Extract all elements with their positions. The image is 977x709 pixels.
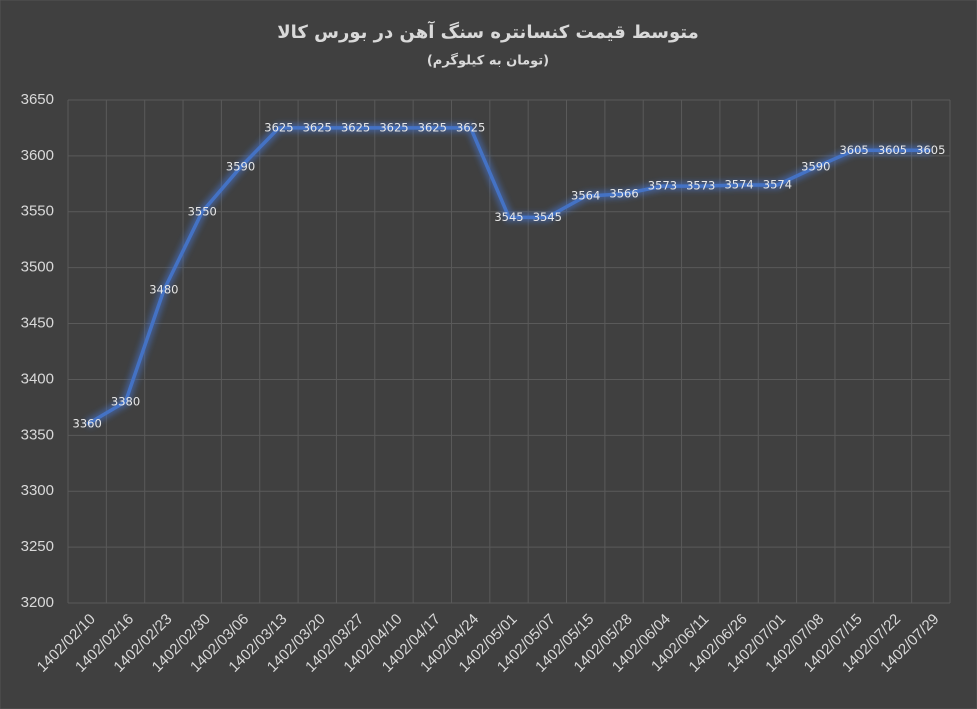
data-label: 3380 — [111, 394, 140, 408]
plot: 3360 3380 3480 3550 3590 3625 3625 3625 3625 3625… — [73, 120, 946, 430]
data-label: 3625 — [379, 120, 408, 134]
data-label: 3480 — [149, 283, 178, 297]
y-tick-label: 3400 — [21, 370, 54, 387]
data-label: 3625 — [303, 120, 332, 134]
y-tick-label: 3600 — [21, 147, 54, 164]
y-tick-label: 3550 — [21, 203, 54, 220]
data-label: 3605 — [839, 143, 868, 157]
data-label: 3625 — [456, 120, 485, 134]
data-label: 3605 — [916, 143, 945, 157]
y-tick-label: 3200 — [21, 594, 54, 611]
data-label: 3360 — [73, 417, 102, 431]
data-label: 3574 — [763, 177, 792, 191]
y-tick-label: 3250 — [21, 538, 54, 555]
data-label: 3625 — [418, 120, 447, 134]
data-label: 3590 — [801, 160, 830, 174]
data-label: 3573 — [648, 179, 677, 193]
data-label: 3564 — [571, 189, 600, 203]
chart-title: متوسط قیمت کنسانتره سنگ آهن در بورس کالا — [277, 20, 699, 43]
y-tick-label: 3500 — [21, 259, 54, 276]
data-label: 3590 — [226, 160, 255, 174]
y-tick-label: 3650 — [21, 91, 54, 108]
line — [86, 126, 931, 426]
data-label: 3605 — [878, 143, 907, 157]
data-label: 3545 — [494, 210, 523, 224]
data-label: 3574 — [724, 177, 753, 191]
data-label: 3545 — [533, 210, 562, 224]
data-label: 3573 — [686, 179, 715, 193]
y-tick-label: 3300 — [21, 482, 54, 499]
chart-subtitle: (تومان به کیلوگرم) — [427, 53, 549, 69]
y-tick-label: 3350 — [21, 426, 54, 443]
grid — [67, 99, 951, 604]
y-tick-label: 3450 — [21, 315, 54, 332]
data-label: 3550 — [188, 204, 217, 218]
data-label: 3566 — [609, 186, 638, 200]
data-label: 3625 — [341, 120, 370, 134]
data-label: 3625 — [264, 120, 293, 134]
